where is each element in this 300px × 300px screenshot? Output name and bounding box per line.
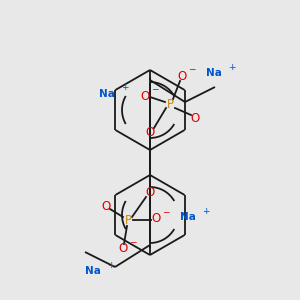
Text: O: O (152, 212, 160, 226)
Text: +: + (107, 260, 115, 269)
Text: O: O (177, 70, 187, 83)
Text: +: + (121, 83, 128, 92)
Text: −: − (162, 208, 169, 217)
Text: Na: Na (99, 89, 115, 99)
Text: O: O (146, 187, 154, 200)
Text: −: − (129, 238, 136, 247)
Text: Na: Na (206, 68, 222, 78)
Text: O: O (118, 242, 127, 256)
Text: O: O (101, 200, 111, 212)
Text: Na: Na (85, 266, 101, 276)
Text: P: P (167, 98, 173, 110)
Text: −: − (188, 64, 196, 74)
Text: −: − (151, 85, 158, 94)
Text: O: O (146, 125, 154, 139)
Text: Na: Na (180, 212, 196, 222)
Text: +: + (202, 206, 209, 215)
Text: P: P (124, 214, 131, 227)
Text: O: O (140, 89, 150, 103)
Text: O: O (190, 112, 200, 125)
Text: +: + (228, 62, 236, 71)
